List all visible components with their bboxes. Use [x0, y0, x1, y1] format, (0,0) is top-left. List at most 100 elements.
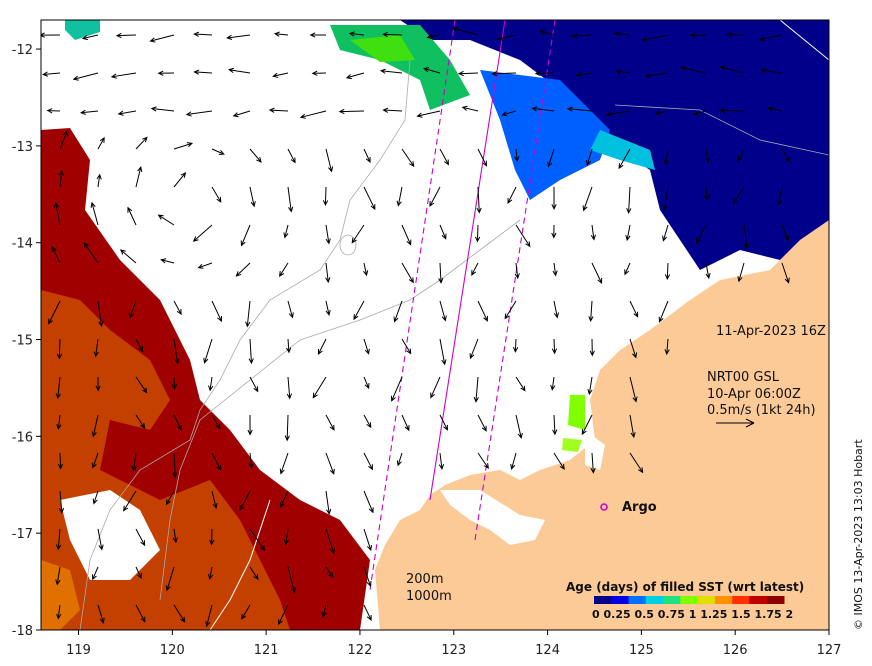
current-vector-arrow — [585, 148, 593, 167]
current-vector-arrow — [55, 376, 61, 400]
current-vector-arrow — [172, 452, 178, 479]
current-vector-arrow — [135, 414, 146, 429]
current-vector-arrow — [363, 566, 372, 587]
current-vector-arrow — [58, 169, 64, 188]
current-vector-arrow — [477, 300, 488, 322]
current-vector-arrow — [363, 528, 372, 552]
current-vector-arrow — [401, 338, 412, 355]
current-vector-arrow — [97, 528, 104, 551]
current-vector-arrow — [353, 300, 365, 321]
current-vector-arrow — [185, 110, 213, 117]
current-vector-arrow — [615, 69, 631, 75]
argo-label: Argo — [622, 500, 657, 515]
white-gap-west — [60, 490, 160, 580]
current-vector-arrow — [48, 300, 61, 325]
longitude-tick-label: 124 — [535, 643, 560, 658]
sst-age-lime-region — [350, 35, 415, 62]
coastal-inlet-east — [585, 430, 605, 470]
current-vector-arrow — [732, 186, 745, 205]
current-vector-arrow — [767, 106, 783, 112]
current-vector-arrow — [501, 110, 517, 117]
current-vector-arrow — [351, 224, 365, 244]
legend-color-swatch — [697, 596, 716, 604]
longitude-tick-label: 122 — [348, 643, 373, 658]
latitude-tick-label: -12 — [12, 43, 33, 58]
current-vector-arrow — [279, 490, 289, 509]
current-vector-arrow — [781, 262, 790, 284]
current-vector-arrow — [91, 414, 99, 438]
current-vector-arrow — [491, 71, 517, 77]
current-vector-arrow — [325, 528, 335, 555]
current-vector-arrow — [192, 224, 213, 242]
current-vector-arrow — [547, 148, 555, 168]
current-vector-arrow — [379, 68, 403, 74]
current-vector-arrow — [150, 106, 175, 112]
current-vector-arrow — [119, 249, 137, 264]
legend-color-swatch — [594, 596, 612, 604]
current-vector-arrow — [173, 604, 186, 623]
current-vector-arrow — [79, 109, 99, 115]
current-vector-arrow — [515, 414, 523, 439]
current-vector-arrow — [393, 300, 403, 323]
current-vector-arrow — [115, 32, 137, 39]
current-vector-arrow — [128, 300, 137, 319]
current-vector-arrow — [644, 72, 669, 79]
current-vector-arrow — [581, 414, 593, 436]
current-vector-arrow — [325, 300, 331, 317]
current-vector-arrow — [551, 338, 558, 355]
current-vector-arrow — [439, 224, 447, 240]
current-vector-arrow — [51, 245, 61, 264]
current-vector-arrow — [208, 376, 214, 392]
current-vector-arrow — [497, 34, 517, 41]
current-vector-arrow — [283, 224, 289, 239]
sst-age-lime-spot-1 — [568, 395, 585, 430]
current-vector-arrow — [401, 224, 412, 246]
current-vector-arrow — [205, 604, 213, 628]
current-vector-arrow — [248, 338, 254, 365]
current-vector-arrow — [550, 376, 556, 391]
current-vector-arrow — [588, 300, 594, 323]
current-vector-arrow — [438, 452, 445, 470]
contour-label-200m: 200m — [406, 572, 443, 587]
sst-age-low-west-region — [41, 560, 80, 630]
current-vector-arrow — [363, 452, 373, 471]
current-vector-arrow — [452, 26, 479, 36]
current-vector-arrow — [165, 490, 175, 506]
current-vector-arrow — [55, 566, 61, 586]
current-vector-arrow — [338, 108, 365, 115]
current-vector-arrow — [664, 338, 670, 356]
current-vector-arrow — [476, 186, 482, 214]
legend-ticks: 0 0.25 0.5 0.75 1 1.25 1.5 1.75 2 — [592, 608, 793, 621]
current-vector-arrow — [272, 72, 289, 78]
legend-color-swatch — [749, 596, 768, 604]
current-vector-arrow — [473, 376, 479, 403]
legend-title: Age (days) of filled SST (wrt latest) — [566, 580, 804, 594]
current-vector-arrow — [93, 338, 99, 358]
current-vector-arrow — [363, 338, 370, 355]
current-vector-arrow — [477, 414, 487, 432]
current-vector-arrow — [193, 31, 213, 37]
current-vector-arrow — [240, 224, 251, 247]
current-vector-arrow — [629, 338, 638, 359]
current-vector-arrow — [553, 452, 565, 470]
current-vector-arrow — [58, 490, 65, 514]
current-vector-arrow — [287, 566, 296, 594]
current-vector-arrow — [59, 130, 68, 150]
current-vector-arrow — [211, 186, 222, 203]
current-vector-arrow — [325, 414, 335, 431]
current-vector-arrow — [278, 604, 289, 626]
current-vector-arrow — [157, 214, 175, 226]
current-vector-arrow — [211, 414, 221, 430]
current-vector-arrow — [429, 186, 441, 208]
current-vector-arrow — [553, 300, 560, 319]
current-vector-arrow — [625, 224, 631, 242]
legend-color-swatch — [645, 596, 664, 604]
current-vector-arrow — [90, 201, 99, 226]
current-vector-arrow — [426, 34, 441, 40]
current-vector-arrow — [654, 110, 669, 116]
current-vector-arrow — [56, 414, 62, 431]
current-vector-arrow — [97, 604, 105, 624]
current-vector-arrow — [211, 300, 222, 323]
current-vector-arrow — [401, 414, 410, 432]
current-vector-arrow — [173, 414, 182, 431]
